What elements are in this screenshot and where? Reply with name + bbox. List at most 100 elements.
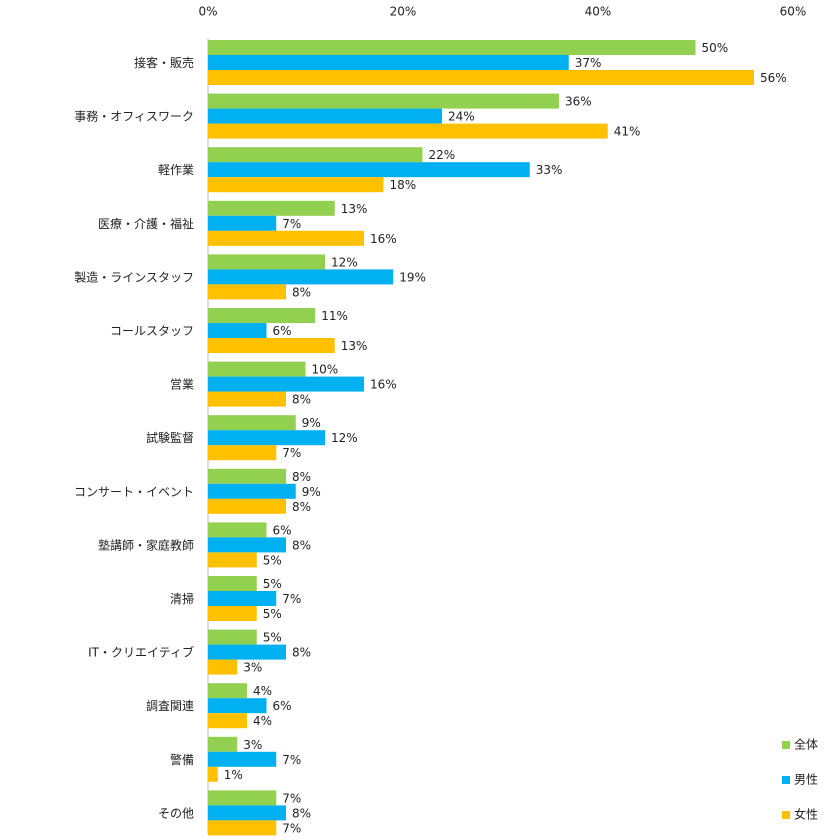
bar — [208, 736, 238, 752]
legend-swatch — [782, 776, 790, 784]
value-label: 11% — [321, 309, 348, 323]
value-label: 8% — [292, 470, 311, 484]
bar — [208, 162, 530, 178]
value-label: 7% — [282, 446, 301, 460]
bar — [208, 537, 286, 553]
category-label: 塾講師・家庭教師 — [98, 537, 194, 552]
value-label: 9% — [302, 416, 321, 430]
bar — [208, 430, 325, 446]
value-label: 6% — [273, 523, 292, 537]
bar — [208, 552, 257, 568]
category-label: その他 — [158, 806, 194, 820]
bar — [208, 629, 257, 645]
value-label: 5% — [263, 577, 282, 591]
bar — [208, 698, 267, 714]
bar — [208, 338, 335, 353]
bar — [208, 323, 267, 338]
bar — [208, 498, 286, 514]
value-label: 16% — [370, 232, 397, 246]
value-label: 8% — [292, 500, 311, 514]
bar — [208, 200, 335, 216]
bar — [208, 254, 325, 270]
bar — [208, 147, 423, 163]
value-label: 4% — [253, 684, 272, 698]
value-label: 41% — [614, 125, 641, 139]
value-label: 13% — [341, 202, 368, 216]
bar — [208, 683, 247, 699]
value-label: 22% — [429, 148, 456, 162]
bar — [208, 70, 754, 85]
category-label: 警備 — [170, 752, 194, 767]
bar — [208, 391, 286, 407]
bar — [208, 415, 296, 431]
bar — [208, 576, 257, 591]
category-label: 調査関連 — [146, 699, 194, 713]
value-label: 8% — [292, 285, 311, 299]
bar — [208, 483, 296, 499]
value-label: 9% — [302, 485, 321, 499]
category-label: コールスタッフ — [110, 324, 194, 338]
bar — [208, 644, 286, 660]
value-label: 6% — [273, 324, 292, 338]
category-label: IT・クリエイティブ — [88, 645, 194, 660]
value-label: 8% — [292, 806, 311, 820]
bar — [208, 522, 267, 538]
category-label: 事務・オフィスワーク — [74, 110, 194, 124]
value-label: 5% — [263, 607, 282, 621]
legend-swatch — [782, 741, 790, 749]
value-label: 16% — [370, 378, 397, 392]
value-label: 5% — [263, 631, 282, 645]
value-label: 19% — [399, 270, 426, 284]
category-label: 製造・ラインスタッフ — [74, 270, 194, 284]
category-label: 医療・介護・福祉 — [98, 216, 194, 231]
value-label: 36% — [565, 95, 592, 109]
bar — [208, 445, 277, 461]
bar — [208, 751, 277, 767]
bar — [208, 361, 306, 377]
value-label: 7% — [282, 217, 301, 231]
bar — [208, 230, 364, 246]
bar — [208, 606, 257, 621]
value-label: 7% — [282, 592, 301, 606]
bar — [208, 713, 247, 729]
category-label: 試験監督 — [146, 430, 194, 445]
category-label: 接客・販売 — [134, 55, 194, 70]
bar — [208, 308, 316, 323]
value-label: 8% — [292, 393, 311, 407]
value-label: 12% — [331, 255, 358, 269]
bar — [208, 659, 238, 675]
x-tick-label: 20% — [390, 5, 417, 19]
bar — [208, 215, 277, 231]
value-label: 8% — [292, 538, 311, 552]
value-label: 18% — [390, 178, 417, 192]
value-label: 24% — [448, 110, 475, 124]
bar — [208, 820, 277, 836]
value-label: 12% — [331, 431, 358, 445]
value-label: 5% — [263, 553, 282, 567]
bar — [208, 805, 286, 821]
bar — [208, 93, 559, 109]
value-label: 3% — [243, 738, 262, 752]
legend-label: 女性 — [794, 807, 818, 822]
legend-label: 全体 — [794, 737, 818, 752]
category-label: コンサート・イベント — [74, 485, 194, 499]
bar — [208, 766, 218, 782]
value-label: 37% — [575, 56, 602, 70]
bar — [208, 269, 394, 285]
value-label: 1% — [224, 768, 243, 782]
value-label: 56% — [760, 71, 787, 85]
value-label: 10% — [312, 363, 339, 377]
value-label: 7% — [282, 753, 301, 767]
value-label: 7% — [282, 791, 301, 805]
bar — [208, 55, 569, 70]
bar — [208, 177, 384, 193]
category-label: 営業 — [170, 378, 194, 392]
value-label: 4% — [253, 714, 272, 728]
value-label: 7% — [282, 821, 301, 835]
bar — [208, 376, 364, 392]
value-label: 50% — [702, 41, 729, 55]
bar — [208, 468, 286, 484]
bar — [208, 284, 286, 300]
legend-label: 男性 — [794, 773, 818, 787]
